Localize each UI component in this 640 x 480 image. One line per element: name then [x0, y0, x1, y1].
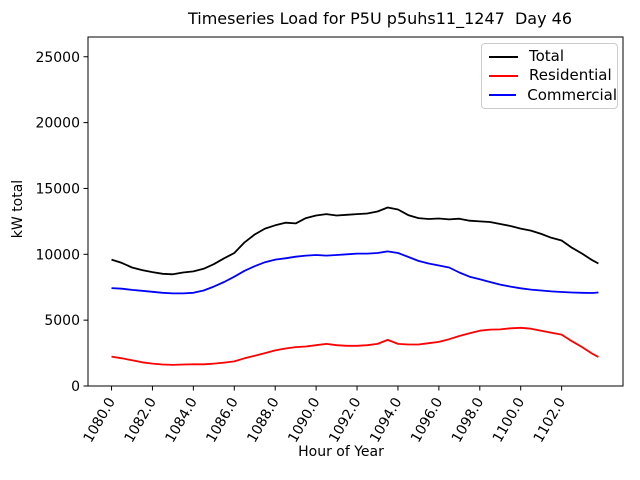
y-tick-label: 10000	[35, 247, 80, 263]
x-tick-label: 1100.0	[490, 395, 528, 445]
legend-item-total: Total	[482, 49, 617, 64]
x-tick-label: 1090.0	[285, 395, 323, 445]
y-tick-label: 5000	[44, 313, 80, 329]
x-tick-label: 1094.0	[367, 395, 405, 445]
legend-item-commercial: Commercial	[482, 85, 617, 104]
x-tick-label: 1080.0	[81, 395, 119, 445]
x-axis-label: Hour of Year	[298, 444, 384, 460]
axes-frame	[87, 36, 624, 387]
x-tick-label: 1082.0	[122, 395, 160, 445]
legend-line-sample	[489, 74, 518, 77]
legend-item-residential: Residential	[482, 68, 617, 83]
x-tick-label: 1102.0	[531, 395, 569, 445]
y-tick-label: 20000	[35, 116, 80, 132]
x-tick-label: 1092.0	[326, 395, 364, 445]
series-line-commercial	[111, 250, 599, 295]
legend-label: Commercial	[527, 85, 617, 104]
legend-label: Residential	[529, 66, 612, 85]
x-tick-label: 1084.0	[162, 395, 200, 445]
x-tick-label: 1098.0	[449, 395, 487, 445]
x-tick-label: 1096.0	[408, 395, 446, 445]
y-tick-label: 15000	[35, 181, 80, 197]
legend-line-sample	[489, 55, 518, 58]
legend-line-sample	[489, 94, 517, 97]
series-line-residential	[111, 326, 599, 366]
chart-title: Timeseries Load for P5U p5uhs11_1247 Day…	[187, 9, 573, 28]
series-line-total	[111, 206, 599, 276]
y-tick-label: 25000	[35, 50, 80, 66]
x-tick-label: 1088.0	[244, 395, 282, 445]
x-tick-label: 1086.0	[203, 395, 241, 445]
legend: Total Residential Commercial	[481, 43, 618, 109]
y-tick-label: 0	[71, 379, 80, 395]
legend-label: Total	[529, 47, 565, 66]
